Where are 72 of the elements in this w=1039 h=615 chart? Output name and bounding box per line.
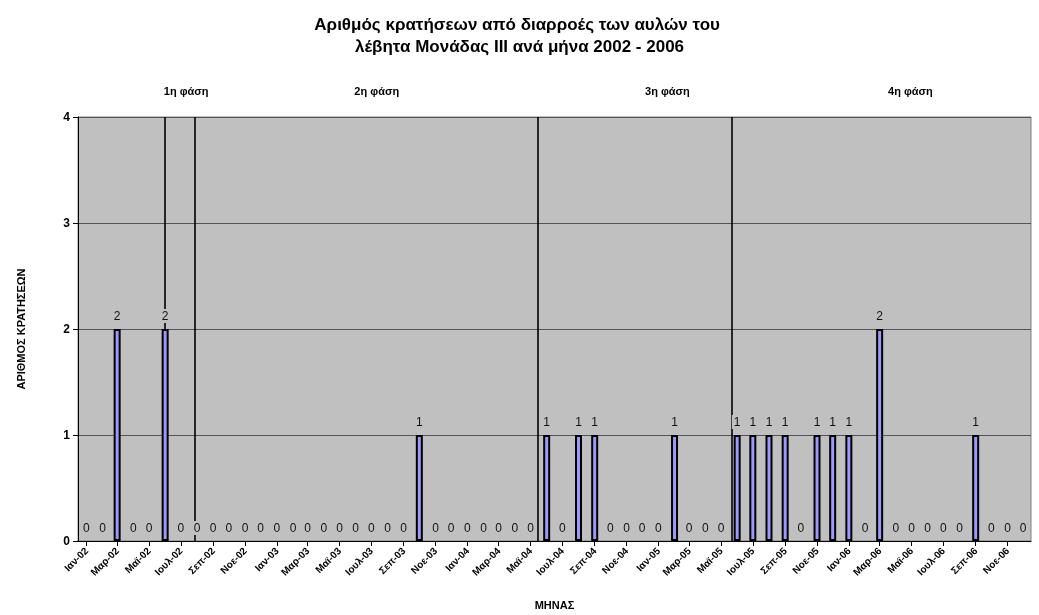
data-label: 0 [861, 521, 869, 535]
text: 1η φάση [163, 84, 209, 97]
data-label: 0 [638, 521, 646, 535]
data-label: 0 [623, 521, 631, 535]
y-axis-title: ΑΡΙΘΜΟΣ ΚΡΑΤΗΣΕΩΝ [14, 268, 27, 390]
data-label: 0 [289, 521, 297, 535]
data-label: 0 [1019, 521, 1027, 535]
data-label: 1 [749, 415, 757, 429]
y-tick-label: 4 [63, 110, 71, 124]
data-label: 0 [432, 521, 440, 535]
data-label: 1 [543, 415, 551, 429]
data-label: 0 [655, 521, 663, 535]
data-label: 0 [273, 521, 281, 535]
data-label: 0 [384, 521, 392, 535]
data-label: 0 [987, 521, 995, 535]
data-label: 0 [400, 521, 408, 535]
data-label: 1 [781, 415, 789, 429]
data-label: 1 [813, 415, 821, 429]
data-label: 0 [145, 521, 153, 535]
data-label: 0 [939, 521, 947, 535]
data-label: 0 [956, 521, 964, 535]
data-label: 1 [829, 415, 837, 429]
y-tick-label: 2 [63, 322, 71, 336]
data-label: 0 [177, 521, 185, 535]
data-label: 0 [241, 521, 249, 535]
data-label: 1 [591, 415, 599, 429]
data-label: 0 [558, 521, 566, 535]
data-label: 0 [717, 521, 725, 535]
data-label: 0 [908, 521, 916, 535]
chart-title: Αριθμός κρατήσεων από διαρροές των αυλών του λέβητα Μονάδας ΙΙΙ ανά μήνα 2002 - 2006 [314, 14, 725, 56]
data-label: 1 [415, 415, 423, 429]
data-label: 0 [257, 521, 265, 535]
data-label: 0 [225, 521, 233, 535]
data-label: 0 [464, 521, 471, 535]
data-label: 2 [113, 309, 121, 323]
data-label: 0 [129, 521, 137, 535]
data-label: 1 [575, 415, 583, 429]
data-label: 0 [527, 521, 535, 535]
data-label: 0 [511, 521, 519, 535]
data-label: 0 [892, 521, 900, 535]
data-label: 0 [924, 521, 932, 535]
data-label: 0 [685, 521, 693, 535]
data-label: 0 [209, 521, 217, 535]
data-label: 0 [83, 521, 91, 535]
text: 2η φάση [354, 84, 400, 97]
data-label: 0 [99, 521, 107, 535]
data-label: 0 [367, 521, 375, 535]
data-label: 0 [352, 521, 360, 535]
data-label: 2 [161, 309, 169, 323]
data-label: 0 [193, 521, 201, 535]
data-label: 0 [447, 521, 455, 535]
data-label: 1 [765, 415, 773, 429]
data-label: 1 [972, 415, 980, 429]
x-axis-title: ΜΗΝΑΣ [534, 598, 575, 611]
data-label: 0 [304, 521, 312, 535]
data-label: 1 [733, 415, 741, 429]
data-label: 0 [701, 521, 709, 535]
data-label: 2 [876, 309, 884, 323]
y-tick-label: 0 [63, 534, 71, 548]
y-tick-label: 1 [63, 428, 71, 442]
data-label: 1 [671, 415, 679, 429]
data-label: 0 [607, 521, 614, 535]
data-label: 0 [336, 521, 344, 535]
text: 3η φάση [645, 84, 691, 97]
data-label: 1 [845, 415, 853, 429]
data-label: 0 [480, 521, 488, 535]
y-tick-label: 3 [63, 216, 71, 230]
data-label: 0 [1004, 521, 1012, 535]
data-label: 0 [320, 521, 328, 535]
data-label: 0 [797, 521, 805, 535]
data-label: 0 [495, 521, 503, 535]
text: 4η φάση [888, 84, 934, 97]
